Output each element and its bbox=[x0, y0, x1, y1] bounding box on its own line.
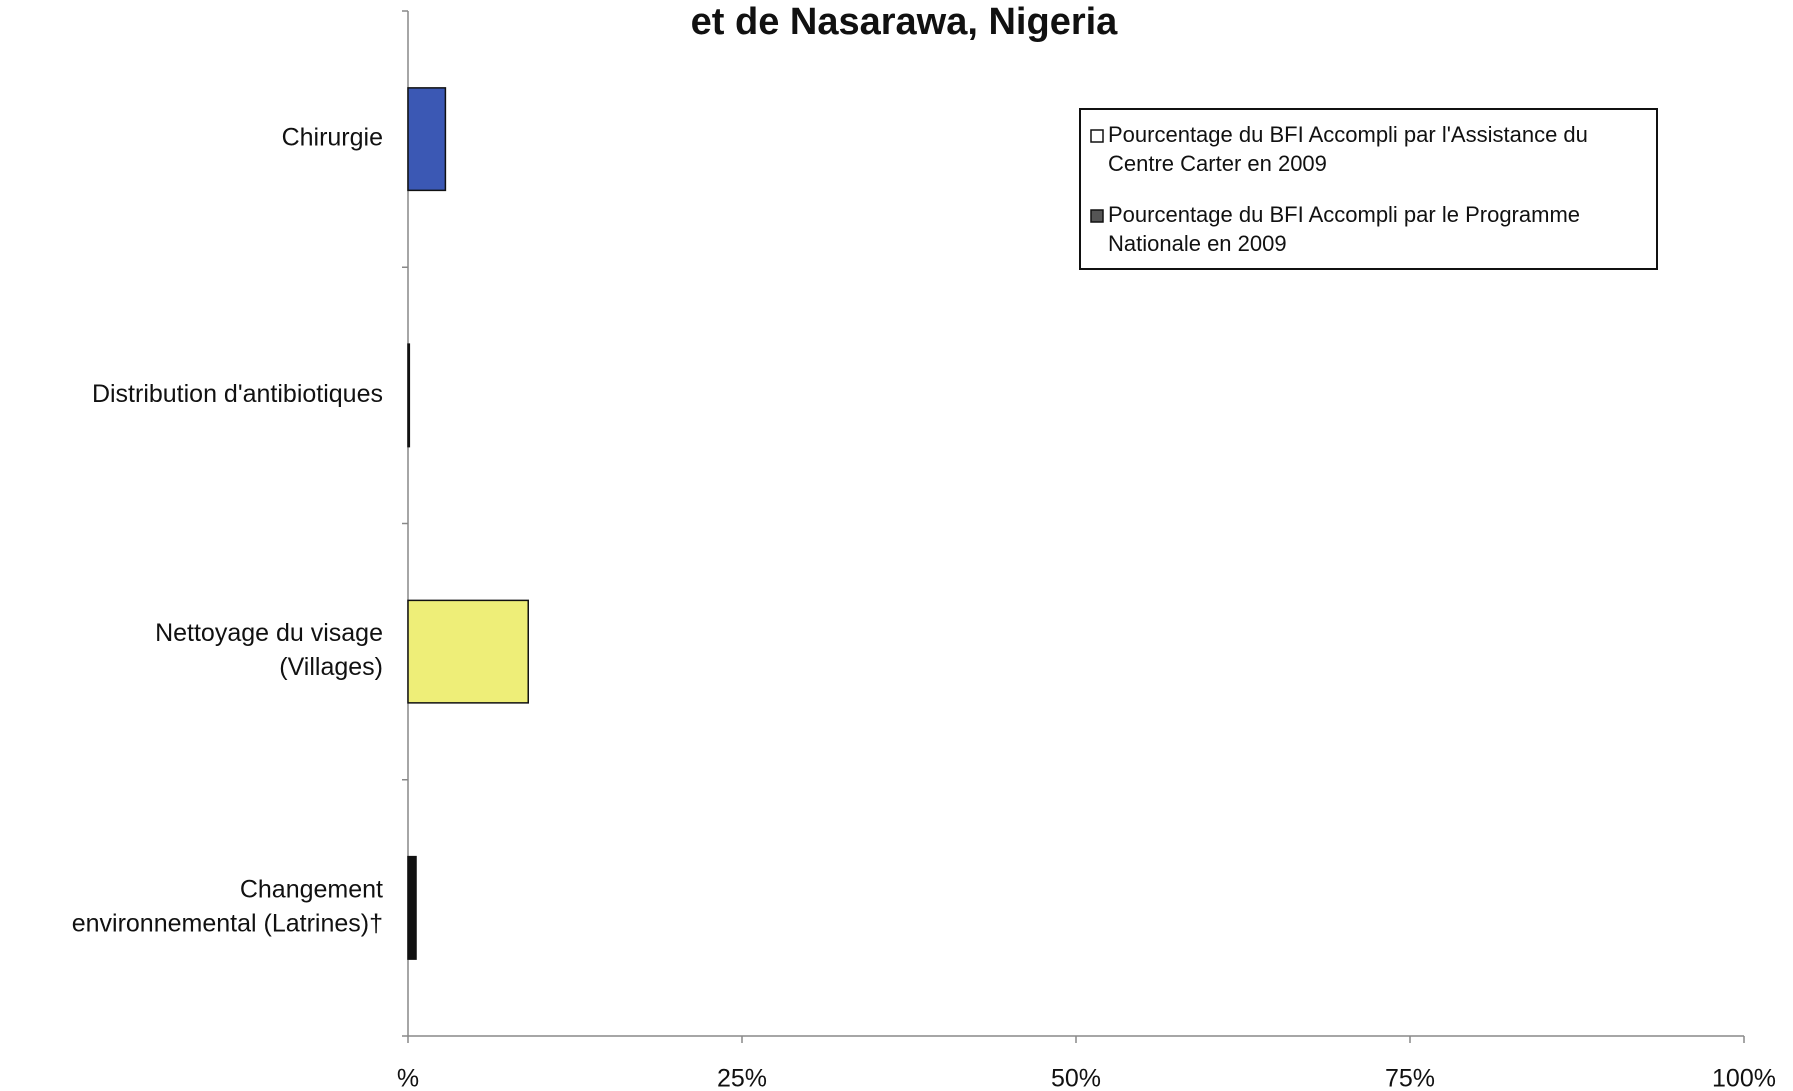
x-tick-label: 100% bbox=[1712, 1065, 1776, 1091]
bar bbox=[407, 599, 529, 704]
bar bbox=[407, 343, 411, 448]
x-tick-label: 50% bbox=[1051, 1065, 1101, 1091]
legend-label: Nationale en 2009 bbox=[1108, 231, 1287, 256]
y-tick-label: Changement bbox=[240, 875, 383, 903]
y-tick-label: (Villages) bbox=[279, 653, 383, 681]
legend-swatch bbox=[1090, 209, 1104, 223]
bar bbox=[407, 855, 417, 960]
bar bbox=[407, 87, 447, 192]
chart-title: et de Nasarawa, Nigeria bbox=[691, 1, 1119, 43]
y-tick-label: Distribution d'antibiotiques bbox=[92, 380, 383, 408]
y-tick-label: Chirurgie bbox=[282, 124, 383, 152]
x-tick-label: 75% bbox=[1385, 1065, 1435, 1091]
x-tick-label: 25% bbox=[717, 1065, 767, 1091]
legend-swatch bbox=[1090, 129, 1104, 143]
y-tick-label: Nettoyage du visage bbox=[155, 619, 383, 647]
y-tick-label: environnemental (Latrines)† bbox=[72, 909, 383, 937]
x-tick-label: % bbox=[397, 1065, 419, 1091]
legend-box bbox=[1079, 108, 1658, 270]
legend-label: Centre Carter en 2009 bbox=[1108, 151, 1327, 176]
legend-label: Pourcentage du BFI Accompli par le Progr… bbox=[1108, 202, 1580, 227]
legend-label: Pourcentage du BFI Accompli par l'Assist… bbox=[1108, 122, 1588, 147]
